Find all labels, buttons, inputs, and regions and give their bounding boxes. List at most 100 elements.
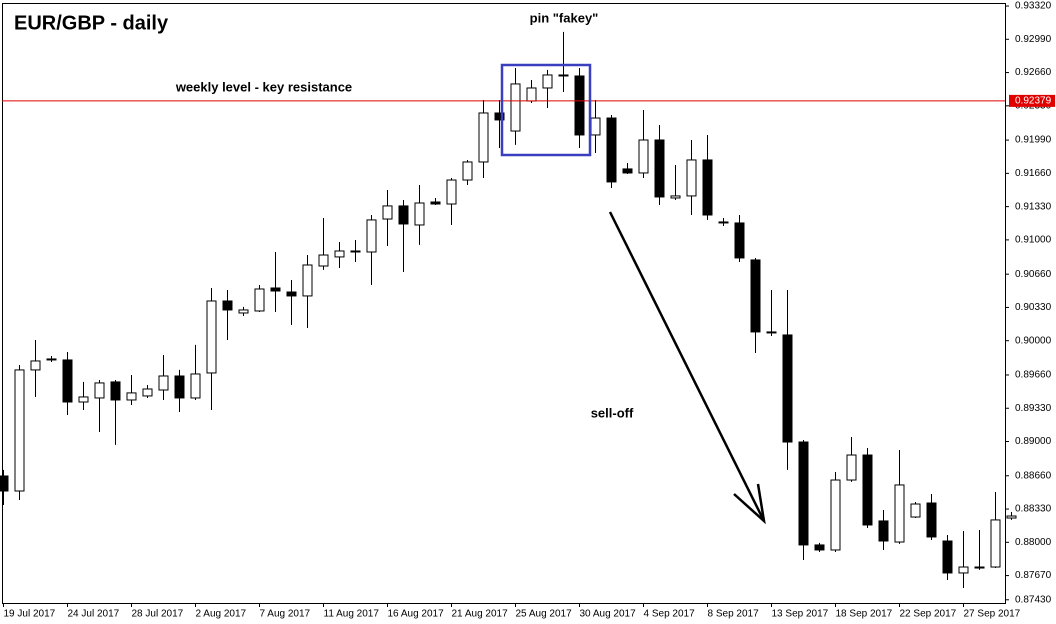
y-tick-label: 0.88660 <box>1015 470 1052 481</box>
candle-body <box>718 221 729 224</box>
candle-body <box>462 161 473 181</box>
candle-body <box>286 291 297 297</box>
x-tick-label: 16 Aug 2017 <box>388 609 445 620</box>
candle-body <box>638 139 649 174</box>
y-tick-label: 0.91990 <box>1015 135 1052 146</box>
y-tick-label: 0.91000 <box>1015 235 1052 246</box>
candle-body <box>222 300 233 311</box>
y-tick-label: 0.90000 <box>1015 335 1052 346</box>
plot-frame <box>2 3 1006 604</box>
candle-body <box>0 475 9 492</box>
candle-body <box>206 300 217 374</box>
candle-body <box>702 159 713 216</box>
candle-body <box>174 375 185 399</box>
candle-body <box>78 396 89 403</box>
candle-body <box>894 484 905 543</box>
candle-body <box>414 202 425 226</box>
candle-body <box>574 75 585 136</box>
price-label-bg <box>1009 94 1055 107</box>
y-tick-label: 0.91660 <box>1015 168 1052 179</box>
x-tick-label: 2 Aug 2017 <box>196 609 247 620</box>
candle-body <box>382 205 393 220</box>
y-tick-label: 0.89330 <box>1015 403 1052 414</box>
candle-body <box>318 254 329 267</box>
candle-body <box>142 388 153 397</box>
x-tick-label: 25 Aug 2017 <box>516 609 573 620</box>
candle-body <box>350 250 361 253</box>
candle-body <box>158 375 169 391</box>
y-tick-label: 0.87670 <box>1015 570 1052 581</box>
candle-body <box>110 381 121 401</box>
candle-body <box>238 309 249 314</box>
candle-body <box>302 264 313 297</box>
candle-body <box>766 331 777 334</box>
candle-body <box>430 201 441 205</box>
candle-body <box>734 222 745 259</box>
candle-body <box>670 195 681 199</box>
candle-body <box>510 83 521 132</box>
y-tick-label: 0.91330 <box>1015 201 1052 212</box>
candle-body <box>494 112 505 121</box>
candle-body <box>542 74 553 89</box>
chart-title: EUR/GBP - daily <box>14 12 169 34</box>
candle-body <box>190 373 201 399</box>
candle-body <box>942 540 953 574</box>
candle-body <box>846 454 857 481</box>
y-tick-label: 0.89000 <box>1015 436 1052 447</box>
y-tick-label: 0.87430 <box>1015 594 1052 605</box>
candle-body <box>910 503 921 518</box>
candle-body <box>830 479 841 551</box>
annotation: sell-off <box>591 405 634 420</box>
candle-body <box>654 139 665 198</box>
candle-body <box>126 392 137 401</box>
candle-body <box>926 502 937 538</box>
candle-body <box>14 369 25 492</box>
price-label: 0.92379 <box>1015 96 1052 107</box>
candle-body <box>750 259 761 333</box>
x-tick-label: 22 Sep 2017 <box>900 609 957 620</box>
candle-body <box>798 441 809 546</box>
candle-body <box>862 454 873 526</box>
candle-body <box>558 74 569 77</box>
annotation: pin "fakey" <box>530 10 599 25</box>
highlight-box <box>500 63 592 157</box>
candle-body <box>782 334 793 443</box>
x-tick-label: 27 Sep 2017 <box>964 609 1021 620</box>
candle-body <box>974 566 985 569</box>
x-tick-label: 4 Sep 2017 <box>644 609 696 620</box>
candle-body <box>398 205 409 225</box>
candle-body <box>446 179 457 205</box>
y-tick-label: 0.88000 <box>1015 537 1052 548</box>
candle-body <box>270 287 281 292</box>
candle-body <box>62 359 73 403</box>
candle-body <box>958 566 969 574</box>
x-tick-label: 18 Sep 2017 <box>836 609 893 620</box>
candle-body <box>590 117 601 136</box>
candle-body <box>94 382 105 399</box>
candle-body <box>686 159 697 197</box>
y-tick-label: 0.89660 <box>1015 370 1052 381</box>
candle-body <box>526 87 537 102</box>
y-tick-label: 0.88330 <box>1015 504 1052 515</box>
candle-body <box>334 250 345 258</box>
candle-body <box>30 360 41 371</box>
x-tick-label: 8 Sep 2017 <box>708 609 760 620</box>
x-tick-label: 28 Jul 2017 <box>132 609 184 620</box>
x-tick-label: 13 Sep 2017 <box>772 609 829 620</box>
candle-body <box>878 520 889 542</box>
y-tick-label: 0.90330 <box>1015 302 1052 313</box>
x-tick-label: 19 Jul 2017 <box>4 609 56 620</box>
x-tick-label: 11 Aug 2017 <box>324 609 380 620</box>
candle-body <box>254 288 265 312</box>
annotation: weekly level - key resistance <box>175 79 352 94</box>
y-tick-label: 0.92660 <box>1015 67 1052 78</box>
candle-body <box>990 519 1001 568</box>
candle-body <box>46 358 57 361</box>
y-tick-label: 0.92990 <box>1015 34 1052 45</box>
y-tick-label: 0.90660 <box>1015 269 1052 280</box>
candle-body <box>606 117 617 183</box>
candle-body <box>1006 515 1017 519</box>
candle-body <box>814 544 825 551</box>
candle-body <box>622 168 633 174</box>
